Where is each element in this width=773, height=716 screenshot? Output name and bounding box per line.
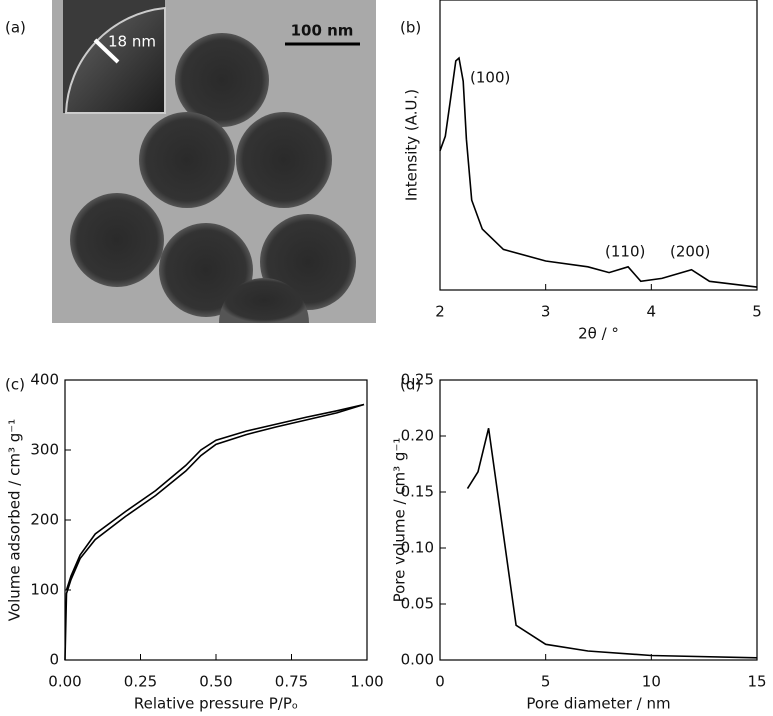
y-tick-label: 0.25 [401,371,434,389]
y-tick-label: 300 [30,441,59,459]
data-line [65,403,365,591]
scale-bar-label: 100 nm [291,22,354,40]
x-tick-label: 3 [541,303,551,321]
y-tick-label: 200 [30,511,59,529]
y-tick-label: 0.05 [401,595,434,613]
x-axis-label: Relative pressure P/Pₒ [134,695,298,713]
x-axis-label: Pore diameter / nm [526,695,670,713]
peak-annotation: (100) [470,69,510,87]
y-axis-label: Pore volume / cm³ g⁻¹ [391,438,409,603]
plot-frame [64,379,368,661]
particle [70,193,164,287]
particle [236,112,332,208]
x-tick-label: 4 [647,303,657,321]
particle [219,278,309,323]
data-line [439,56,758,288]
x-tick-label: 0.50 [199,673,232,691]
y-tick-label: 400 [30,371,59,389]
inset-measure [93,38,120,64]
x-tick-label: 1.00 [350,673,383,691]
peak-annotation: (200) [670,243,710,261]
particle [159,223,253,317]
particle [139,112,235,208]
inset-label: 18 nm [108,33,156,51]
y-tick-label: 0.00 [401,651,434,669]
panel-label: (b) [400,19,421,37]
particle [175,33,269,127]
data-line [466,428,758,659]
y-axis-label: Intensity (A.U.) [403,89,421,201]
y-axis-label: Volume adsorbed / cm³ g⁻¹ [6,419,24,621]
y-tick-label: 100 [30,581,59,599]
plot-frame [439,0,758,291]
panel-label: (d) [400,376,421,394]
peak-annotation: (110) [605,243,645,261]
x-tick-label: 0.75 [275,673,308,691]
x-tick-label: 10 [642,673,661,691]
plot-frame [439,379,758,661]
x-tick-label: 2 [435,303,445,321]
data-line [64,403,365,661]
x-axis-label: 2θ / ° [578,325,619,343]
panel-label: (a) [5,19,26,37]
x-tick-label: 0 [435,673,445,691]
y-tick-label: 0.15 [401,483,434,501]
y-tick-label: 0.20 [401,427,434,445]
x-tick-label: 5 [541,673,551,691]
y-tick-label: 0 [49,651,59,669]
y-tick-label: 0.10 [401,539,434,557]
x-tick-label: 0.25 [124,673,157,691]
tem-image: 18 nm 100 nm [52,0,376,323]
x-tick-label: 15 [747,673,766,691]
panel-label: (c) [5,376,25,394]
x-tick-label: 0.00 [48,673,81,691]
x-tick-label: 5 [752,303,762,321]
